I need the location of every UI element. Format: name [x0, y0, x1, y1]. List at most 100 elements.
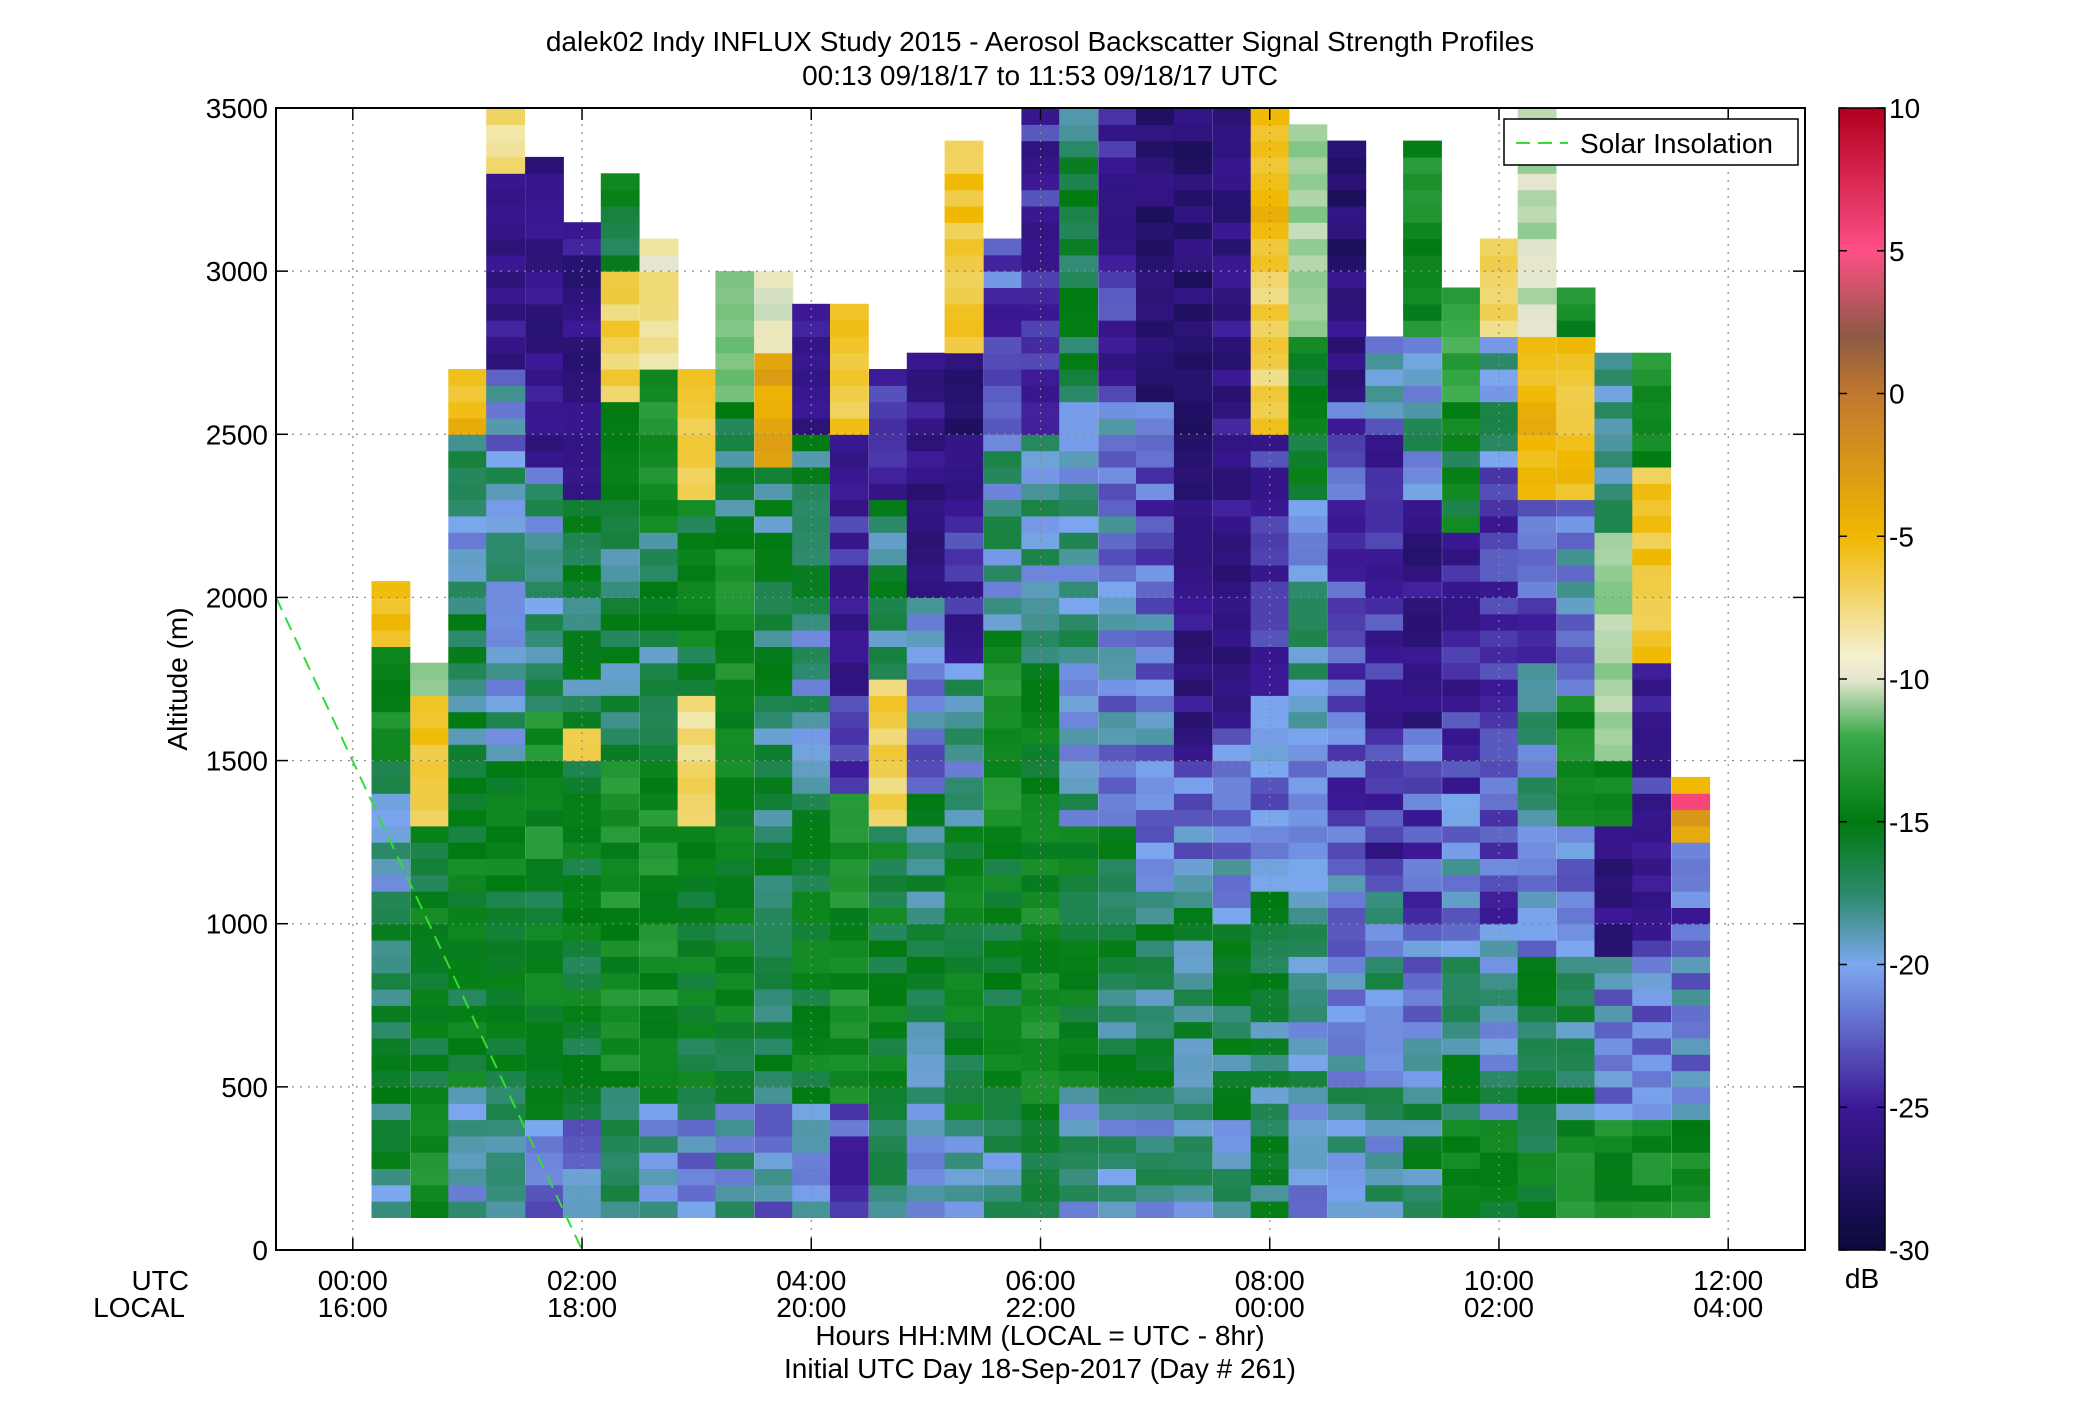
heatmap-cell — [562, 434, 602, 452]
heatmap-cell — [906, 515, 946, 533]
heatmap-cell — [1212, 205, 1252, 223]
heatmap-cell — [1479, 809, 1519, 827]
heatmap-cell — [906, 1005, 946, 1023]
heatmap-cell — [1556, 809, 1596, 827]
heatmap-cell — [983, 1037, 1023, 1055]
heatmap-cell — [1442, 891, 1481, 908]
heatmap-cell — [754, 1021, 794, 1039]
heatmap-cell — [1594, 891, 1634, 908]
heatmap-cell — [639, 254, 679, 272]
heatmap-cell — [410, 1070, 450, 1088]
heatmap-cell — [1136, 450, 1175, 468]
heatmap-cell — [448, 499, 488, 517]
heatmap-cell — [600, 597, 640, 615]
heatmap-cell — [1136, 271, 1175, 288]
heatmap-cell — [983, 271, 1023, 288]
heatmap-cell — [677, 907, 717, 925]
heatmap-cell — [1288, 793, 1328, 811]
heatmap-cell — [869, 989, 908, 1006]
heatmap-cell — [1479, 434, 1519, 452]
heatmap-cell — [1327, 842, 1367, 859]
heatmap-cell — [754, 1086, 794, 1104]
heatmap-cell — [869, 874, 908, 892]
heatmap-cell — [1479, 369, 1519, 386]
heatmap-cell — [869, 1152, 908, 1169]
heatmap-cell — [1212, 124, 1252, 142]
heatmap-cell — [1250, 369, 1290, 386]
heatmap-cell — [906, 972, 946, 990]
heatmap-cell — [486, 679, 525, 696]
heatmap-cell — [715, 320, 755, 337]
heatmap-cell — [944, 793, 984, 811]
heatmap-cell — [1098, 1168, 1137, 1186]
heatmap-cell — [1365, 1135, 1405, 1153]
heatmap-cell — [715, 548, 755, 566]
heatmap-cell — [448, 401, 488, 419]
x-tick-label-local: 22:00 — [1005, 1292, 1075, 1323]
heatmap-cell — [371, 646, 411, 664]
heatmap-cell — [1632, 613, 1672, 631]
heatmap-cell — [1365, 711, 1405, 729]
heatmap-cell — [1098, 972, 1137, 990]
heatmap-cell — [1059, 1119, 1098, 1137]
heatmap-cell — [1250, 1201, 1290, 1218]
heatmap-cell — [983, 515, 1023, 533]
heatmap-cell — [869, 401, 908, 419]
heatmap-cell — [1098, 1086, 1137, 1104]
heatmap-cell — [1403, 418, 1442, 435]
heatmap-cell — [486, 907, 525, 925]
heatmap-cell — [1517, 923, 1557, 941]
heatmap-cell — [525, 679, 564, 696]
heatmap-cell — [1517, 940, 1557, 957]
heatmap-cell — [983, 1086, 1023, 1104]
heatmap-cell — [1442, 548, 1481, 566]
heatmap-cell — [1250, 499, 1290, 517]
heatmap-cell — [1365, 760, 1405, 778]
heatmap-cell — [1479, 744, 1519, 762]
heatmap-cell — [1212, 809, 1252, 827]
heatmap-cell — [792, 793, 831, 811]
heatmap-cell — [1288, 320, 1328, 337]
heatmap-cell — [1098, 858, 1137, 876]
legend: Solar Insolation — [1503, 118, 1799, 166]
heatmap-cell — [1059, 336, 1098, 354]
heatmap-cell — [1594, 369, 1634, 386]
heatmap-cell — [1479, 1054, 1519, 1072]
heatmap-cell — [1556, 842, 1596, 859]
heatmap-cell — [869, 613, 908, 631]
heatmap-cell — [983, 320, 1023, 337]
heatmap-cell — [1173, 613, 1213, 631]
heatmap-cell — [1288, 923, 1328, 941]
heatmap-cell — [1479, 662, 1519, 680]
heatmap-cell — [1098, 271, 1137, 288]
heatmap-cell — [1517, 727, 1557, 745]
heatmap-cell — [1632, 1037, 1672, 1055]
heatmap-cell — [1327, 140, 1367, 158]
heatmap-cell — [448, 727, 488, 745]
heatmap-cell — [525, 695, 564, 713]
heatmap-cell — [715, 989, 755, 1006]
heatmap-cell — [1059, 189, 1098, 207]
heatmap-cell — [1098, 352, 1137, 370]
heatmap-cell — [1632, 858, 1672, 876]
heatmap-cell — [1136, 679, 1175, 696]
heatmap-cell — [486, 124, 525, 142]
heatmap-cell — [754, 646, 794, 664]
heatmap-cell — [1173, 825, 1213, 843]
heatmap-cell — [677, 630, 717, 647]
heatmap-cell — [371, 727, 411, 745]
heatmap-cell — [869, 1119, 908, 1137]
heatmap-cell — [1212, 1054, 1252, 1072]
heatmap-cell — [830, 891, 869, 908]
heatmap-cell — [1403, 385, 1442, 403]
heatmap-cell — [906, 450, 946, 468]
heatmap-cell — [1059, 858, 1098, 876]
heatmap-cell — [639, 1103, 679, 1121]
heatmap-cell — [1136, 711, 1175, 729]
heatmap-cell — [1059, 483, 1098, 501]
heatmap-cell — [869, 1168, 908, 1186]
heatmap-cell — [1365, 972, 1405, 990]
heatmap-cell — [869, 744, 908, 762]
heatmap-cell — [906, 385, 946, 403]
heatmap-cell — [944, 907, 984, 925]
